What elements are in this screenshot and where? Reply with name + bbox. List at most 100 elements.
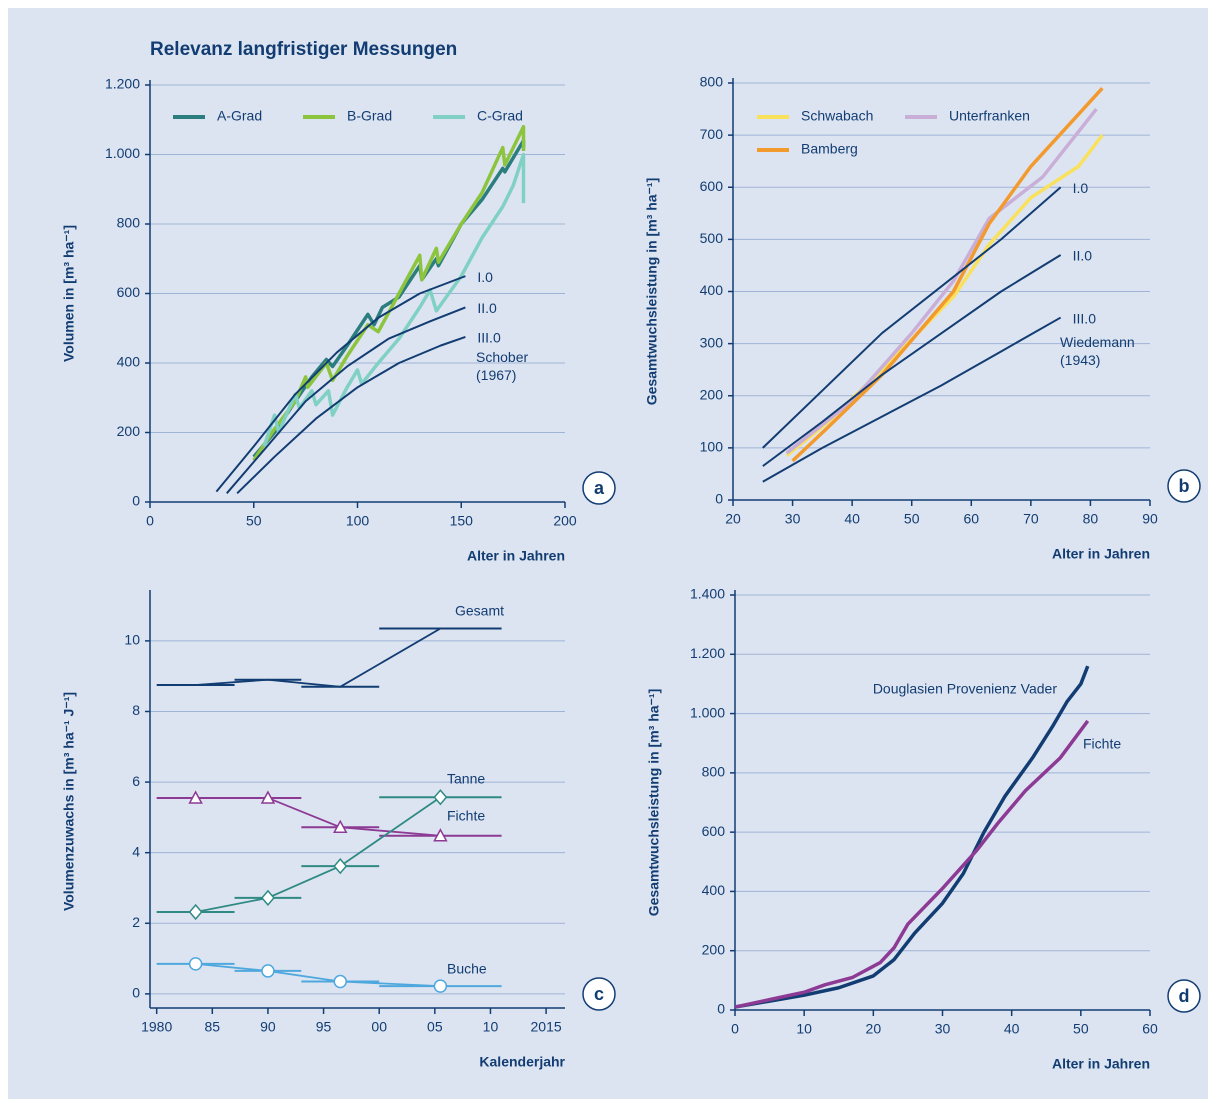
series-line [762,186,1062,449]
y-tick-label: 2 [132,914,140,930]
x-tick-label: 0 [731,1021,739,1037]
legend-label: Schwabach [801,108,873,124]
y-tick-label: 800 [117,215,141,231]
background [8,8,1208,1099]
line-label: Fichte [1083,736,1121,752]
y-axis-title: Gesamtwuchsleistung in [m³ ha⁻¹] [646,689,662,917]
series-line [762,316,1062,483]
line-label: Fichte [447,808,485,824]
panel-badge [1167,979,1201,1013]
y-tick-label: 1.000 [690,704,725,720]
x-tick-label: 90 [1142,511,1158,527]
line-label: III.0 [477,330,501,346]
y-axis-title: Volumen in [m³ ha⁻¹] [61,225,77,362]
line-label: III.0 [1073,310,1097,326]
y-tick-label: 0 [715,491,723,507]
y-tick-label: 200 [702,941,726,957]
y-tick-label: 300 [700,334,724,350]
x-tick-label: 60 [1142,1021,1158,1037]
y-tick-label: 700 [700,126,724,142]
line-label: I.0 [1073,180,1089,196]
series-line [785,107,1098,455]
trend-line [195,796,441,913]
x-tick-label: 60 [963,511,979,527]
marker [333,857,348,875]
series-line [226,306,466,494]
figure-title: Relevanz langfristiger Messungen [150,39,457,60]
x-tick-label: 1980 [141,1019,172,1035]
x-tick-label: 95 [316,1019,332,1035]
x-tick-label: 05 [427,1019,443,1035]
y-tick-label: 400 [702,882,726,898]
marker [332,819,348,834]
y-axis-title: Volumenzuwachs in [m³ ha⁻¹ J⁻¹] [61,692,77,911]
line-label: Douglasien Provenienz Vader [873,681,1058,697]
x-tick-label: 70 [1023,511,1039,527]
legend-label: A-Grad [217,108,262,124]
x-tick-label: 40 [844,511,860,527]
marker [261,964,275,978]
line-label: Gesamt [455,603,504,619]
y-tick-label: 1.200 [690,645,725,661]
x-tick-label: 30 [935,1021,951,1037]
y-tick-label: 0 [717,1001,725,1017]
series-line [236,335,466,495]
panel-letter: a [594,478,605,498]
marker [188,957,203,971]
series-line [734,665,1090,1009]
y-tick-label: 600 [700,178,724,194]
y-tick-label: 800 [702,764,726,780]
y-tick-label: 100 [700,439,724,455]
marker [433,789,448,806]
legend-label: B-Grad [347,108,392,124]
series-line [791,87,1104,463]
trend-line [195,962,441,988]
panel-letter: d [1179,986,1190,1006]
y-tick-label: 400 [700,282,724,298]
y-tick-label: 500 [700,230,724,246]
y-tick-label: 0 [132,493,140,509]
marker [260,889,275,907]
y-tick-label: 600 [117,284,141,300]
panel-badge [582,977,616,1011]
y-axis-title: Gesamtwuchsleistung in [m³ ha⁻¹] [644,178,660,406]
x-tick-label: 20 [725,511,741,527]
x-axis-title: Alter in Jahren [1052,546,1150,562]
line-label: II.0 [1073,248,1093,264]
panel-letter: c [594,984,604,1004]
marker [333,974,348,989]
x-tick-label: 20 [866,1021,882,1037]
x-tick-label: 90 [260,1019,276,1035]
panel-badge [1167,469,1201,503]
y-tick-label: 800 [700,74,724,90]
x-tick-label: 30 [785,511,801,527]
x-tick-label: 100 [346,513,370,529]
panel-letter: b [1179,476,1190,496]
x-tick-label: 2015 [531,1019,562,1035]
line-label: I.0 [477,269,493,285]
x-axis-title: Alter in Jahren [1052,1056,1150,1072]
y-tick-label: 1.200 [105,76,140,92]
line-label: Buche [447,961,487,977]
x-tick-label: 80 [1083,511,1099,527]
y-tick-label: 600 [702,823,726,839]
line-label: II.0 [477,300,497,316]
series-line [215,275,466,493]
marker [188,790,203,804]
x-tick-label: 50 [904,511,920,527]
x-tick-label: 150 [450,513,474,529]
y-tick-label: 400 [117,354,141,370]
series-line [252,124,526,462]
x-tick-label: 200 [553,513,577,529]
x-tick-label: 10 [796,1021,812,1037]
marker [260,790,276,804]
marker [433,979,448,993]
x-tick-label: 00 [371,1019,387,1035]
x-tick-label: 10 [483,1019,499,1035]
y-tick-label: 1.400 [690,586,725,602]
x-tick-label: 50 [246,513,262,529]
x-tick-label: 40 [1004,1021,1020,1037]
panel-badge [582,471,616,505]
trend-line [195,627,441,688]
